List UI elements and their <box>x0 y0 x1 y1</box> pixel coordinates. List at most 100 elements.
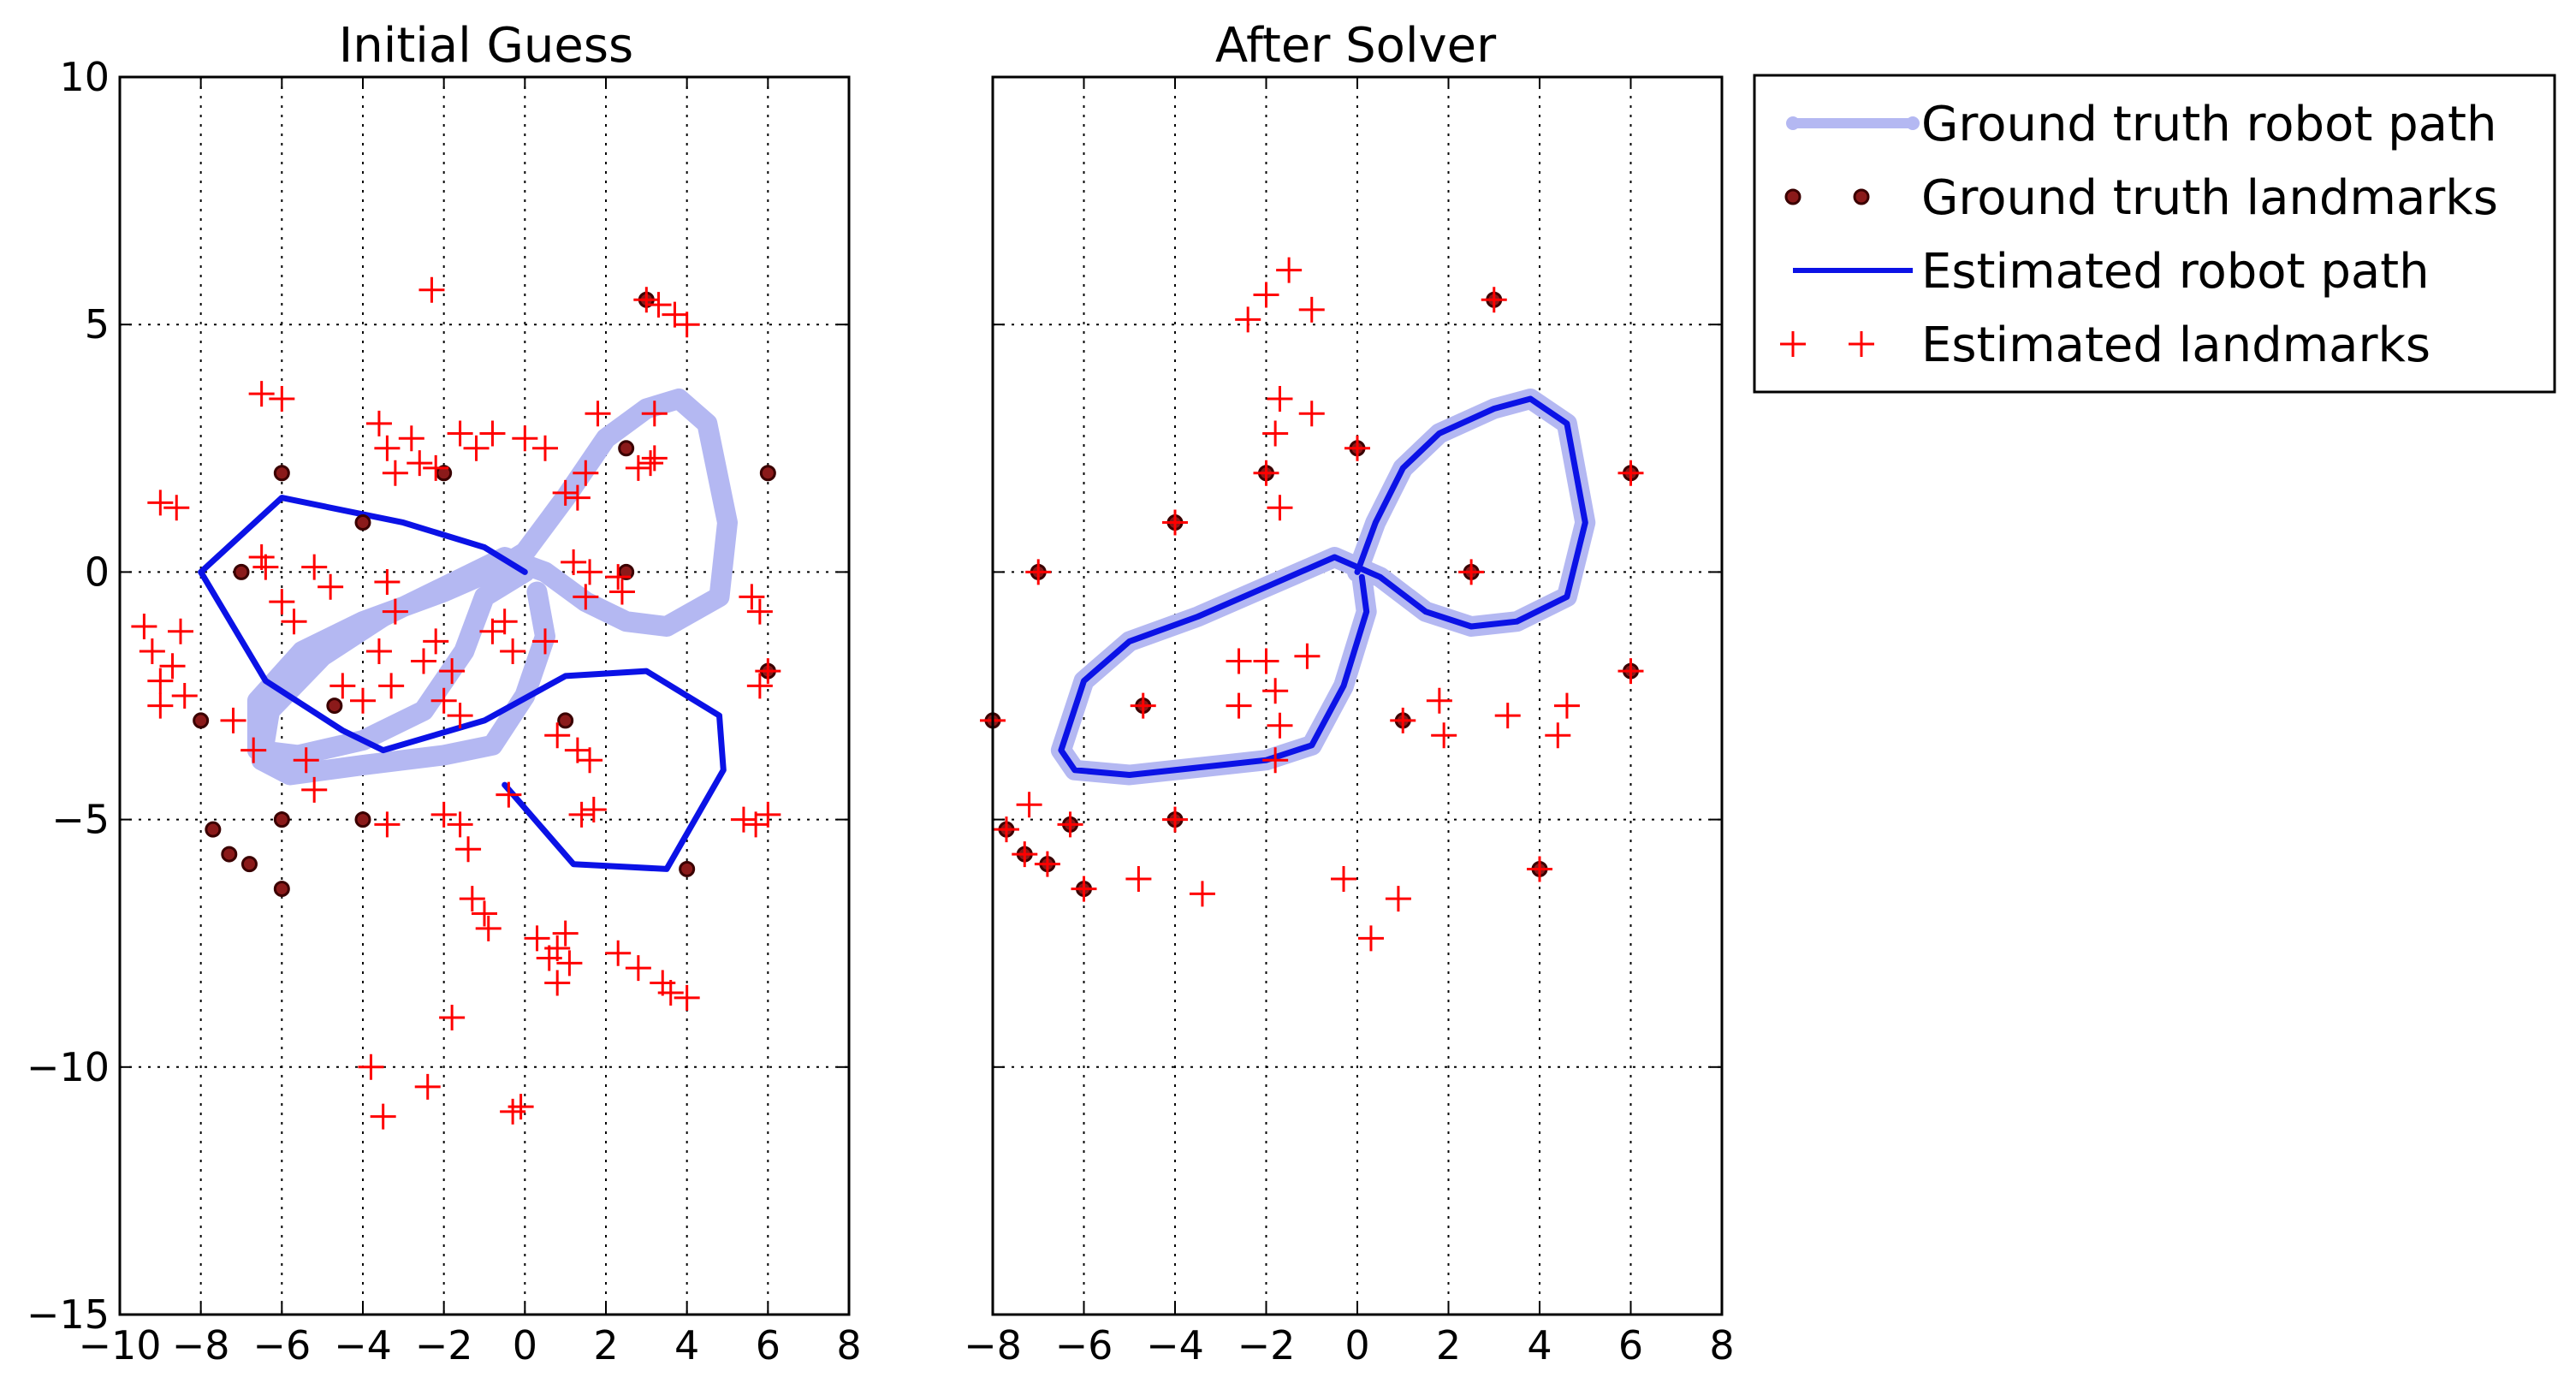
estimated-landmarks-after-solver <box>980 257 1644 952</box>
estimated-landmark-marker <box>147 692 174 719</box>
estimated-landmark-marker <box>641 445 668 472</box>
ground-truth-landmark-marker <box>354 811 371 828</box>
legend-item-ground-truth-landmarks: Ground truth landmarks <box>1784 170 2498 226</box>
estimated-landmark-marker <box>1012 841 1038 868</box>
estimated-landmark-marker <box>605 940 632 966</box>
panel-after-solver: After Solver −8 −6 −4 −2 0 2 4 6 8 <box>964 18 1735 1368</box>
estimated-landmark-marker <box>240 737 267 763</box>
estimated-landmark-marker <box>430 687 457 714</box>
estimated-landmark-marker <box>1253 460 1279 486</box>
estimated-landmark-marker <box>1344 435 1370 461</box>
legend-swatch-estimated-landmark <box>1780 331 1806 357</box>
estimated-landmark-marker <box>378 673 405 699</box>
estimated-landmark-marker <box>552 920 579 947</box>
estimated-landmark-marker <box>281 608 307 635</box>
estimated-landmark-marker <box>1426 687 1452 714</box>
estimated-landmark-marker <box>423 454 449 481</box>
estimated-landmark-marker <box>472 900 497 927</box>
estimated-landmark-marker <box>447 420 473 447</box>
estimated-landmark-marker <box>1226 648 1252 674</box>
estimated-landmark-marker <box>147 668 174 694</box>
ground-truth-landmarks-after-solver <box>984 291 1639 898</box>
estimated-landmark-marker <box>1267 385 1293 412</box>
ground-truth-landmark-marker <box>273 465 290 482</box>
estimated-landmark-marker <box>524 925 550 952</box>
estimated-landmark-marker <box>414 1073 441 1100</box>
estimated-landmark-marker <box>329 673 356 699</box>
estimated-landmark-marker <box>625 955 651 982</box>
estimated-landmark-marker <box>1527 856 1552 882</box>
estimated-landmark-marker <box>1253 648 1279 674</box>
estimated-landmark-marker <box>159 653 186 680</box>
estimated-landmark-marker <box>544 970 571 996</box>
x-tick-label: 4 <box>1527 1322 1552 1368</box>
estimated-landmark-marker <box>398 425 424 452</box>
ticks-after-solver: −8 −6 −4 −2 0 2 4 6 8 <box>964 76 1735 1368</box>
ground-truth-landmark-marker <box>240 856 258 873</box>
legend: Ground truth robot path Ground truth lan… <box>1753 74 2556 394</box>
y-tick-label: −5 <box>51 797 110 843</box>
estimated-landmark-marker <box>358 1054 384 1080</box>
estimated-landmark-marker <box>532 435 558 461</box>
estimated-landmark-marker <box>459 886 485 912</box>
estimated-landmark-marker <box>374 811 401 838</box>
estimated-landmark-marker <box>1298 296 1325 323</box>
estimated-landmark-marker <box>1431 722 1457 749</box>
estimated-landmark-marker <box>220 707 246 733</box>
legend-item-estimated-landmarks: Estimated landmarks <box>1780 318 2431 373</box>
estimated-landmarks-initial-guess <box>131 276 781 1130</box>
x-tick-label: −8 <box>964 1322 1022 1368</box>
estimated-landmark-marker <box>252 554 279 580</box>
estimated-landmark-marker <box>556 950 583 977</box>
estimated-landmark-marker <box>168 618 193 644</box>
estimated-landmark-marker <box>552 479 579 506</box>
estimated-landmark-marker <box>1016 792 1042 818</box>
ground-truth-landmark-marker <box>326 698 343 715</box>
x-tick-label: −6 <box>1055 1322 1113 1368</box>
estimated-landmark-marker <box>370 1103 396 1130</box>
legend-swatch-estimated-landmark <box>1849 331 1874 357</box>
estimated-landmark-marker <box>1390 707 1416 733</box>
estimated-landmark-marker <box>512 425 538 452</box>
estimated-landmark-marker <box>374 435 401 461</box>
estimated-landmark-marker <box>568 801 595 828</box>
estimated-landmark-marker <box>532 628 558 655</box>
estimated-landmark-marker <box>564 484 591 511</box>
estimated-landmark-marker <box>1162 806 1188 833</box>
estimated-landmark-marker <box>1553 692 1580 719</box>
estimated-landmark-marker <box>746 673 773 699</box>
estimated-landmark-marker <box>993 816 1019 843</box>
estimated-landmark-marker <box>479 618 506 644</box>
x-tick-label: 0 <box>1344 1322 1369 1368</box>
legend-label-ground-truth-landmarks: Ground truth landmarks <box>1921 170 2498 226</box>
legend-label-estimated-path: Estimated robot path <box>1921 244 2430 300</box>
estimated-landmark-marker <box>657 980 684 1006</box>
ground-truth-landmark-marker <box>759 465 776 482</box>
estimated-landmark-marker <box>1458 559 1485 585</box>
estimated-path-line <box>198 495 727 872</box>
estimated-landmark-marker <box>463 435 490 461</box>
y-tick-label: 5 <box>85 301 110 347</box>
estimated-landmark-marker <box>585 401 611 427</box>
estimated-landmark-marker <box>1071 876 1097 902</box>
estimated-landmark-marker <box>1130 692 1156 719</box>
estimated-landmark-marker <box>561 549 587 575</box>
y-tick-label: 0 <box>85 549 110 595</box>
estimated-landmark-marker <box>365 638 392 664</box>
panel-initial-guess: Initial Guess −10 −8 −6 −4 −2 0 2 4 6 8−15−10−505… <box>27 18 862 1368</box>
legend-label-ground-truth-path: Ground truth robot path <box>1921 97 2496 152</box>
ground-truth-landmark-marker <box>354 514 371 531</box>
estimated-path-line <box>1058 395 1588 778</box>
estimated-landmark-marker <box>382 460 408 486</box>
estimated-landmark-marker <box>301 554 328 580</box>
estimated-landmark-marker <box>407 450 433 477</box>
estimated-landmark-marker <box>577 559 603 585</box>
estimated-landmark-marker <box>1162 509 1188 536</box>
estimated-landmark-marker <box>662 301 688 328</box>
estimated-landmark-marker <box>1262 678 1289 704</box>
estimated-landmark-marker <box>318 573 344 600</box>
estimated-landmark-marker <box>1276 257 1303 283</box>
plot-frame-initial-guess <box>118 75 851 1316</box>
estimated-landmark-marker <box>269 589 295 615</box>
estimated-landmark-marker <box>1226 692 1252 719</box>
